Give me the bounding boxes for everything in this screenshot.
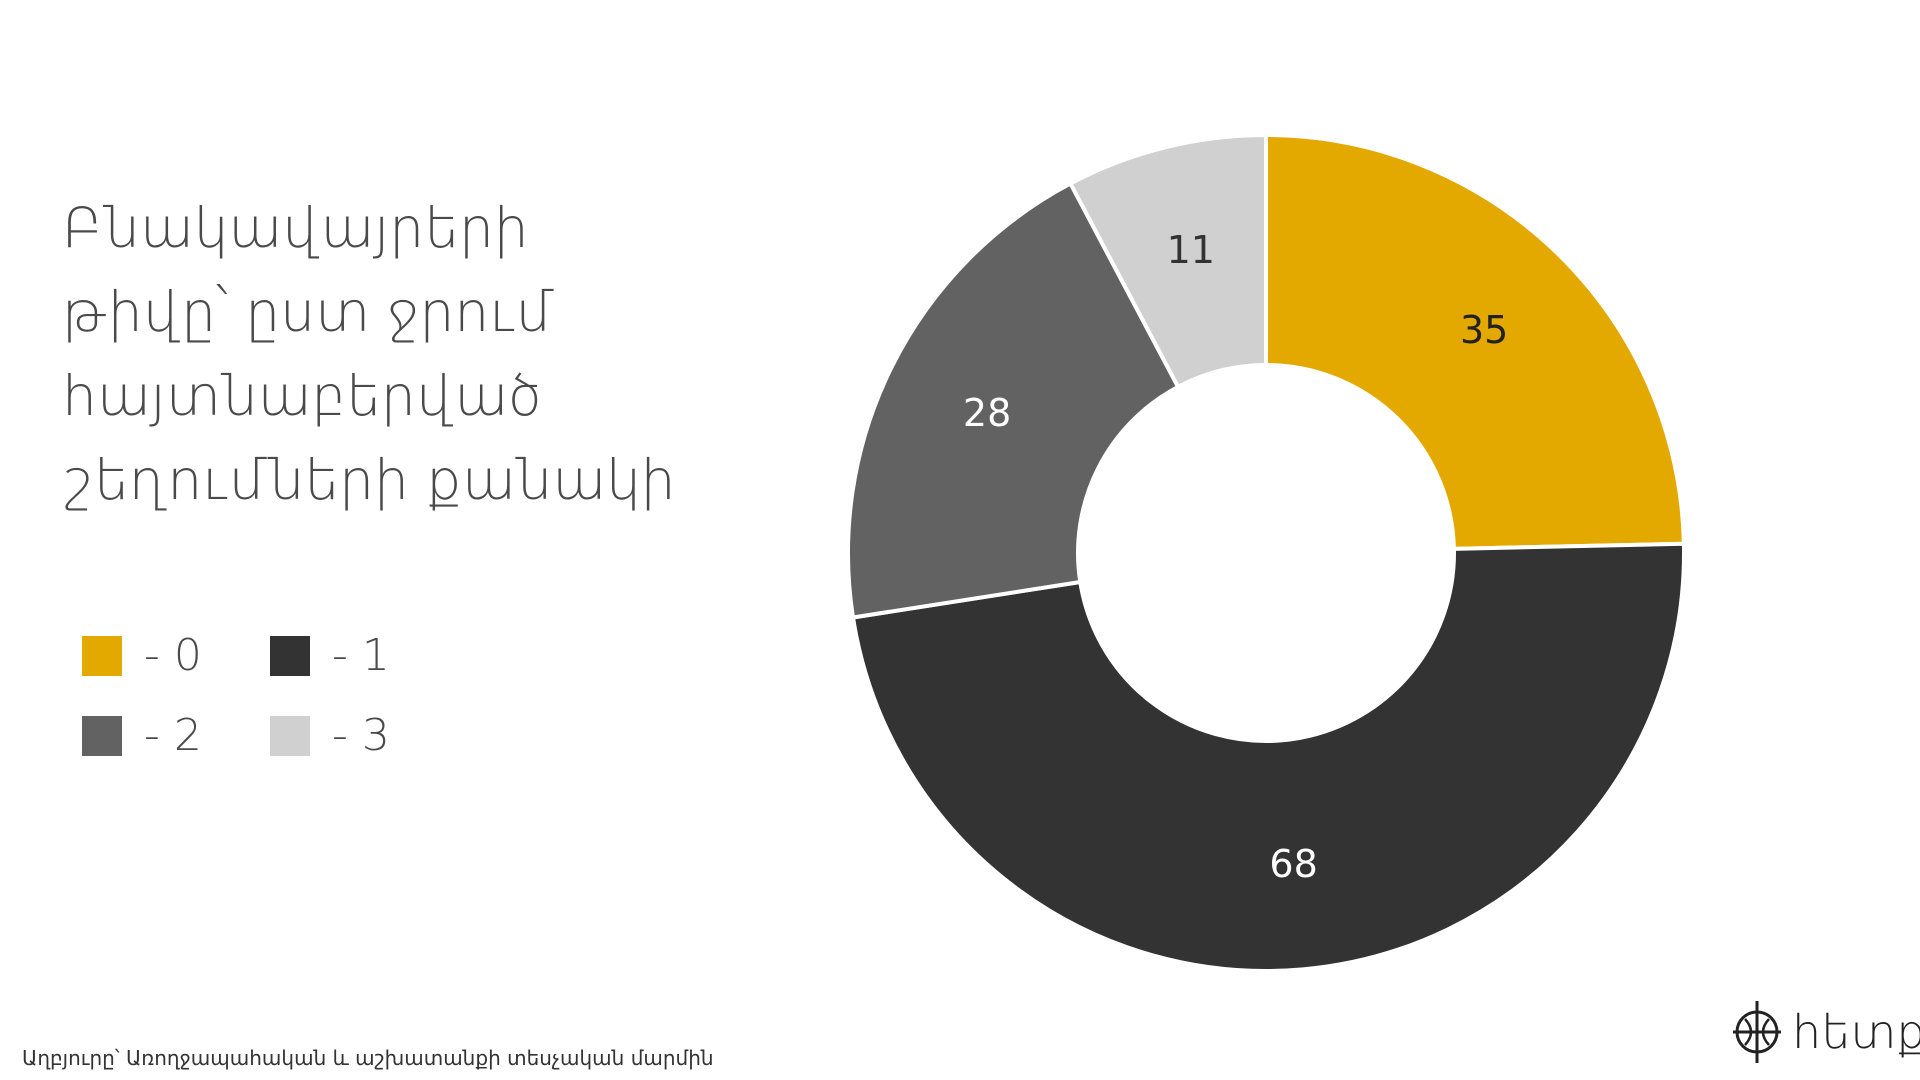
donut-value-label-0: 35 <box>1460 308 1508 352</box>
donut-slice-2 <box>846 181 1181 620</box>
legend-item-2: - 2 <box>82 710 202 761</box>
donut-slice-3 <box>1068 133 1268 389</box>
legend-label-0: - 0 <box>144 630 202 681</box>
title-line-4: շեղումների քանակի <box>62 448 676 512</box>
legend-label-3: - 3 <box>332 710 390 761</box>
legend-swatch-3 <box>270 715 310 756</box>
legend-item-1: - 1 <box>270 630 390 681</box>
chart-title: Բնակավայրերի թիվը՝ ըստ ջրում հայտնաբերվա… <box>62 186 762 522</box>
donut-value-label-1: 68 <box>1269 842 1317 886</box>
title-line-1: Բնակավայրերի <box>62 196 529 260</box>
logo: հետք <box>1730 995 1920 1069</box>
crosshair-logo-icon <box>1733 1001 1781 1063</box>
legend-item-0: - 0 <box>82 630 202 681</box>
legend-label-1: - 1 <box>332 630 390 681</box>
title-line-3: հայտնաբերված <box>62 364 544 428</box>
legend-swatch-2 <box>82 715 122 756</box>
source-note: Աղբյուրը՝ Առողջապահական և աշխատանքի տեսչ… <box>22 1046 714 1070</box>
donut-value-label-2: 28 <box>963 391 1011 435</box>
donut-slice-0 <box>1264 133 1686 551</box>
legend-swatch-1 <box>270 635 310 676</box>
donut-value-label-3: 11 <box>1167 228 1215 272</box>
donut-slice-1 <box>851 541 1686 974</box>
legend-label-2: - 2 <box>144 710 202 761</box>
legend-swatch-0 <box>82 635 122 676</box>
legend-item-3: - 3 <box>270 710 390 761</box>
title-line-2: թիվը՝ ըստ ջրում <box>62 280 555 344</box>
logo-text: հետք <box>1792 1005 1920 1059</box>
